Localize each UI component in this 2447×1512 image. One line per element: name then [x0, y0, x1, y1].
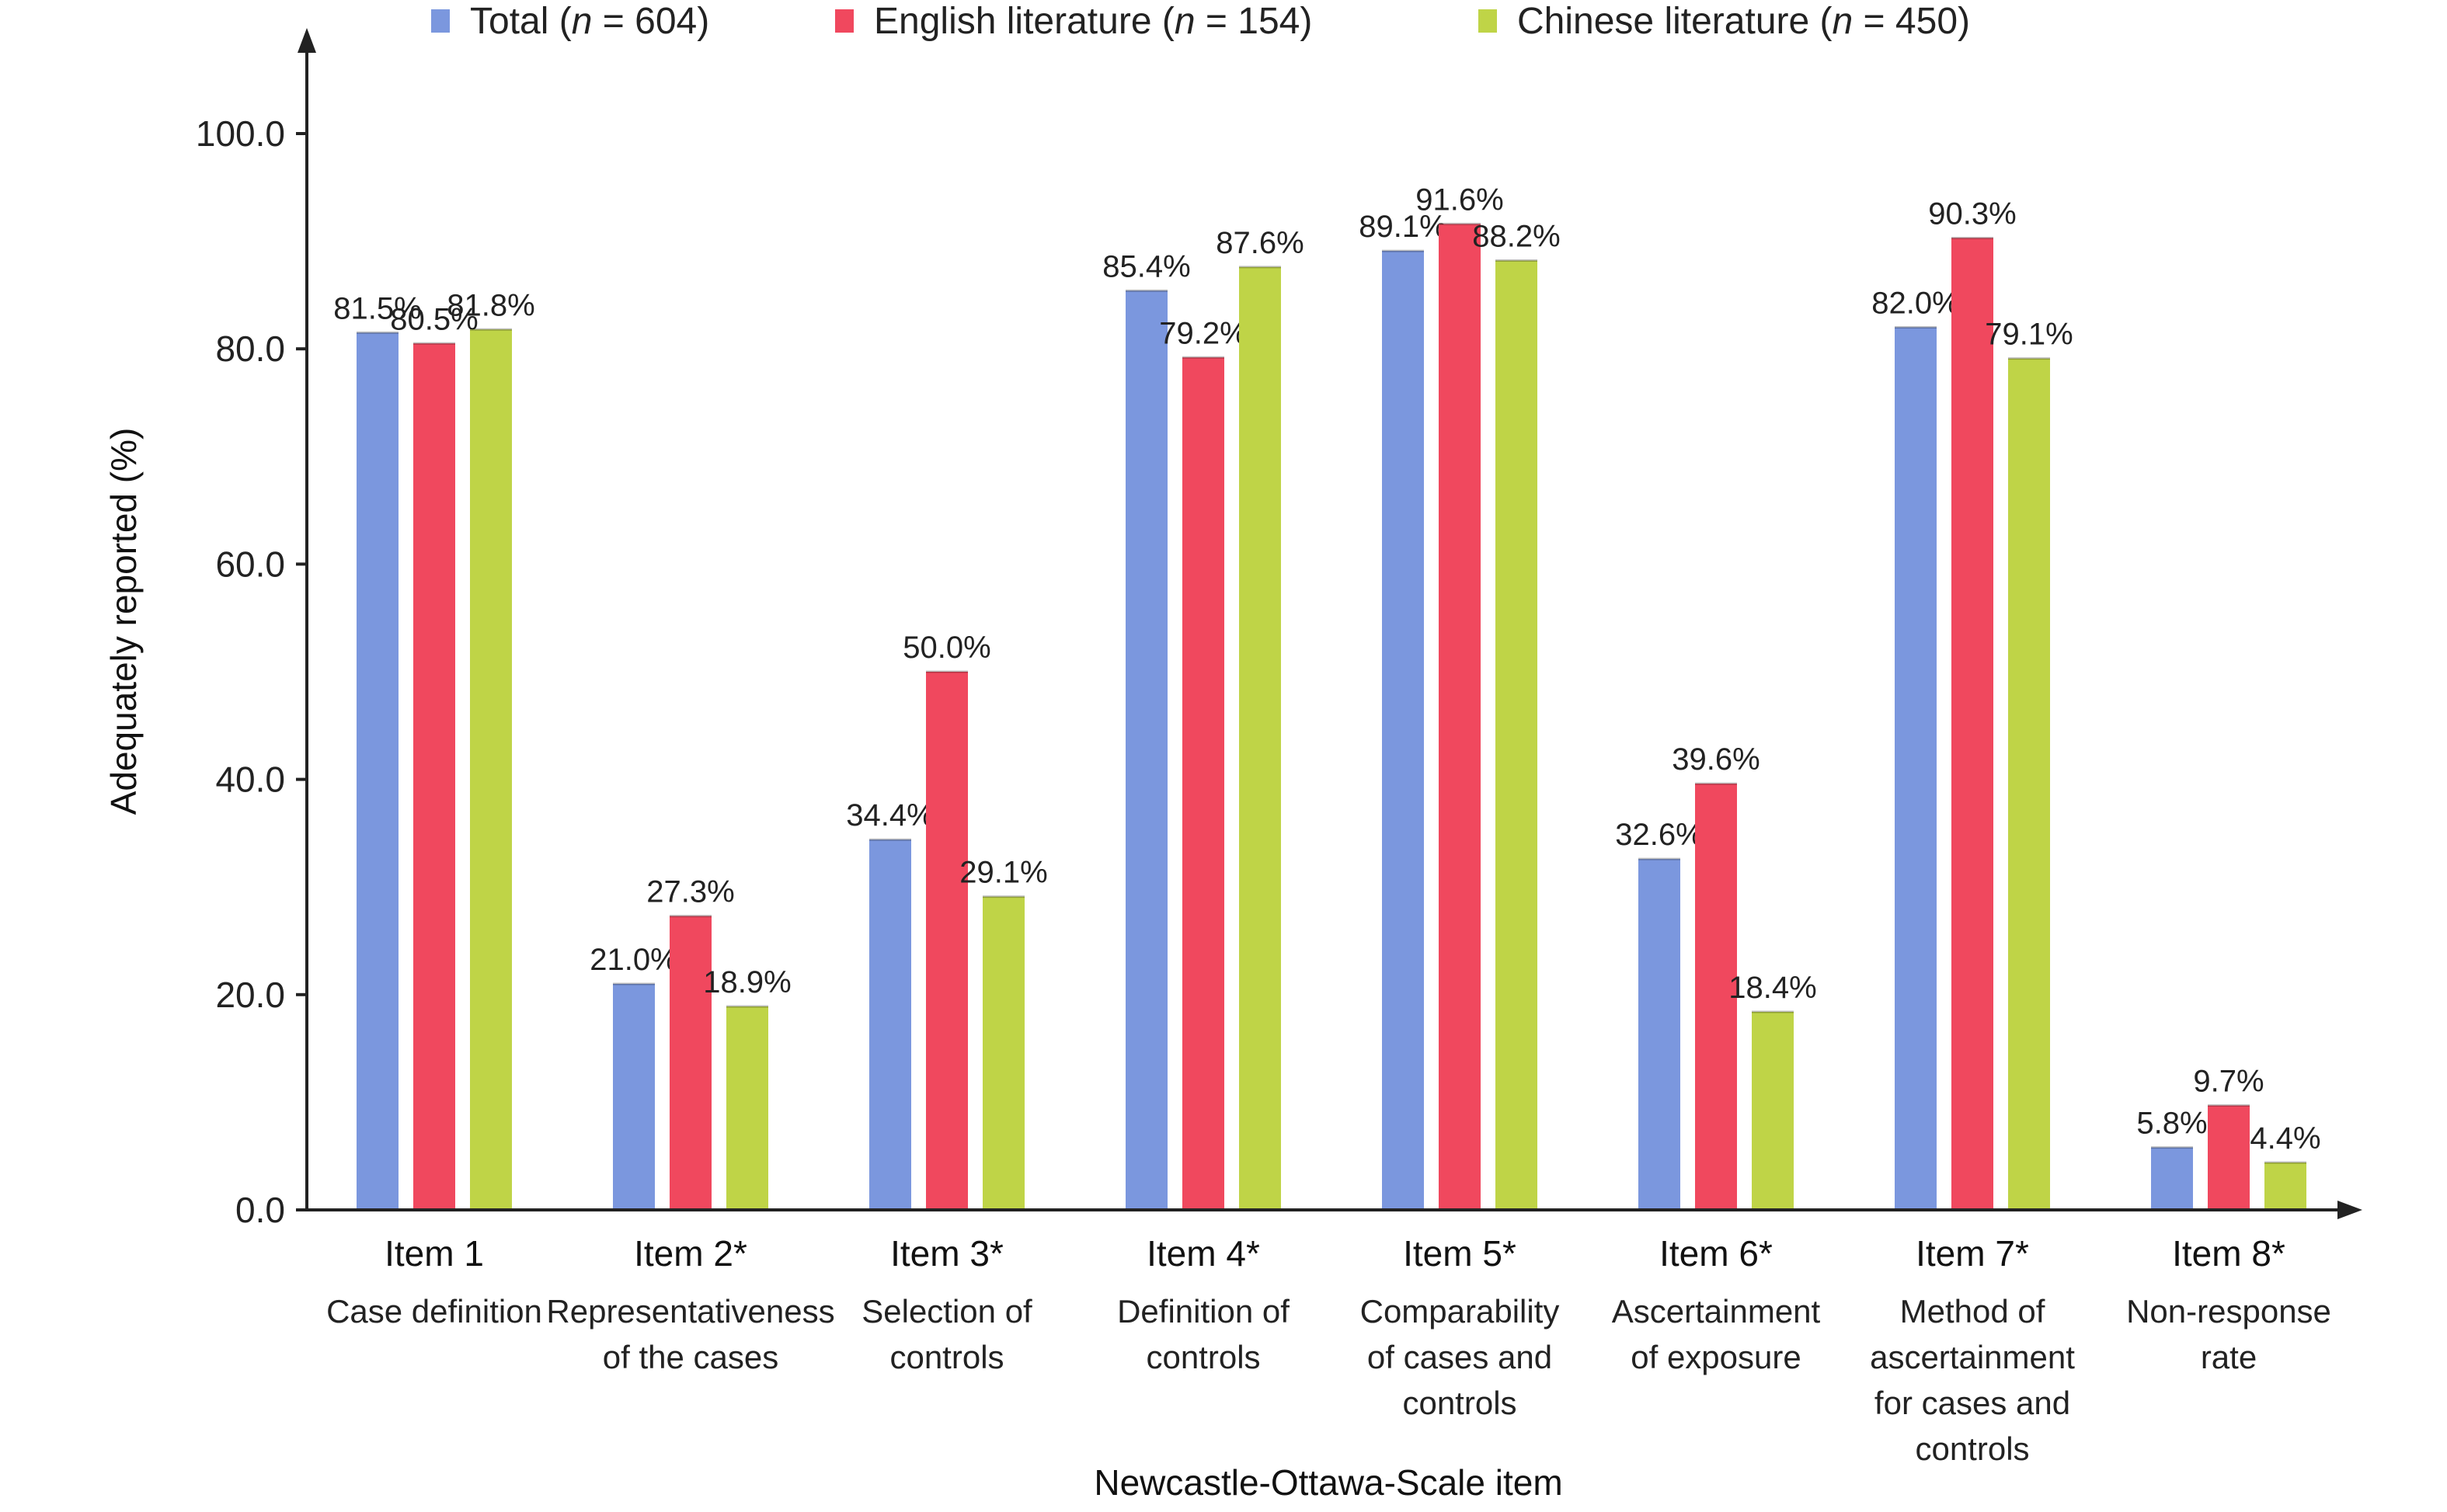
data-label: 39.6%: [1672, 742, 1760, 777]
category-description: Ascertainment: [1612, 1293, 1821, 1330]
x-tick-label: Item 6*: [1659, 1233, 1773, 1274]
data-label: 21.0%: [590, 943, 677, 977]
category-description: of cases and: [1367, 1339, 1552, 1375]
category-description: rate: [2201, 1339, 2257, 1375]
data-label: 32.6%: [1615, 818, 1703, 852]
legend-swatch: [431, 9, 450, 33]
y-axis-title: Adequately reported (%): [103, 428, 144, 815]
category-description: Comparability: [1360, 1293, 1560, 1330]
bar: [1752, 1011, 1794, 1210]
bar: [1382, 251, 1424, 1211]
y-tick-label: 60.0: [215, 544, 285, 584]
category-description: Method of: [1900, 1293, 2045, 1330]
x-tick-label: Item 3*: [890, 1233, 1004, 1274]
data-label: 79.1%: [1985, 318, 2073, 352]
bar: [1439, 224, 1481, 1210]
category-description: controls: [1146, 1339, 1260, 1375]
data-label: 18.4%: [1728, 971, 1816, 1005]
y-axis-arrow: [298, 28, 316, 53]
legend: Total (n = 604) English literature (n = 1…: [431, 1, 1970, 42]
data-label: 5.8%: [2136, 1107, 2207, 1141]
bar: [357, 332, 399, 1210]
data-label: 79.2%: [1159, 316, 1247, 350]
legend-entry: Total (n = 604): [470, 1, 709, 42]
x-tick-label: Item 7*: [1916, 1233, 2029, 1274]
bar: [983, 896, 1025, 1210]
bar: [1951, 238, 1993, 1210]
y-tick-label: 80.0: [215, 328, 285, 369]
x-axis: Item 1 Case definition Item 2* Representati…: [307, 1201, 2362, 1467]
category-description: for cases and: [1874, 1385, 2070, 1421]
data-label: 34.4%: [846, 798, 934, 832]
legend-swatch: [1478, 9, 1497, 33]
data-label: 50.0%: [903, 631, 990, 665]
category-description: Definition of: [1117, 1293, 1290, 1330]
data-label: 85.4%: [1102, 249, 1190, 283]
bar: [1695, 784, 1737, 1210]
category-description: controls: [889, 1339, 1004, 1375]
y-tick-label: 0.0: [235, 1190, 285, 1230]
category-description: controls: [1402, 1385, 1516, 1421]
bar: [613, 983, 655, 1210]
bar: [2151, 1147, 2193, 1210]
bar: [1182, 357, 1224, 1211]
data-label: 87.6%: [1216, 226, 1304, 260]
category-description: ascertainment: [1870, 1339, 2075, 1375]
bar: [670, 916, 712, 1210]
y-tick-label: 20.0: [215, 975, 285, 1015]
y-tick-label: 40.0: [215, 759, 285, 800]
data-label: 88.2%: [1472, 220, 1560, 254]
x-tick-label: Item 4*: [1147, 1233, 1260, 1274]
bar: [2208, 1105, 2250, 1210]
data-label: 89.1%: [1359, 210, 1446, 244]
bar: [1638, 859, 1680, 1210]
bar: [2008, 358, 2050, 1210]
category-description: of the cases: [603, 1339, 778, 1375]
bar: [1239, 266, 1281, 1210]
category-description: of exposure: [1631, 1339, 1801, 1375]
category-description: controls: [1915, 1430, 2029, 1467]
x-tick-label: Item 1: [385, 1233, 484, 1274]
data-label: 81.8%: [447, 288, 534, 322]
x-tick-label: Item 8*: [2172, 1233, 2285, 1274]
data-label: 81.5%: [333, 291, 421, 325]
bar: [470, 329, 512, 1211]
data-label: 91.6%: [1415, 182, 1503, 217]
bar: [413, 343, 455, 1210]
category-description: Representativeness: [546, 1293, 834, 1330]
category-description: Selection of: [861, 1293, 1032, 1330]
bar: [869, 839, 911, 1210]
x-axis-arrow: [2337, 1201, 2362, 1219]
bar: [2264, 1163, 2306, 1210]
bar: [1126, 290, 1168, 1211]
category-description: Non-response: [2126, 1293, 2331, 1330]
x-tick-label: Item 2*: [634, 1233, 747, 1274]
data-label: 90.3%: [1928, 196, 2016, 231]
x-axis-title: Newcastle-Ottawa-Scale item: [1094, 1462, 1562, 1503]
data-label: 9.7%: [2193, 1065, 2264, 1099]
y-axis: 0.0 20.0 40.0 60.0 80.0 100.0: [196, 28, 316, 1230]
data-label: 4.4%: [2250, 1121, 2320, 1156]
data-label: 27.3%: [646, 875, 734, 909]
legend-swatch: [835, 9, 854, 33]
data-label: 82.0%: [1871, 286, 1959, 320]
data-label: 80.5%: [390, 302, 478, 336]
x-tick-label: Item 5*: [1403, 1233, 1516, 1274]
bar: [1495, 260, 1537, 1211]
data-label: 18.9%: [703, 965, 791, 999]
bars: 81.5%80.5%81.8% 21.0% 27.3% 18.9% 34.4% 50.0%…: [333, 182, 2321, 1211]
data-label: 29.1%: [959, 856, 1047, 890]
bar: [926, 672, 968, 1210]
bar: [726, 1006, 768, 1210]
y-tick-label: 100.0: [196, 113, 285, 154]
legend-entry: Chinese literature (n = 450): [1517, 1, 1970, 42]
bar: [1895, 327, 1937, 1211]
legend-entry: English literature (n = 154): [874, 1, 1312, 42]
category-description: Case definition: [326, 1293, 542, 1330]
